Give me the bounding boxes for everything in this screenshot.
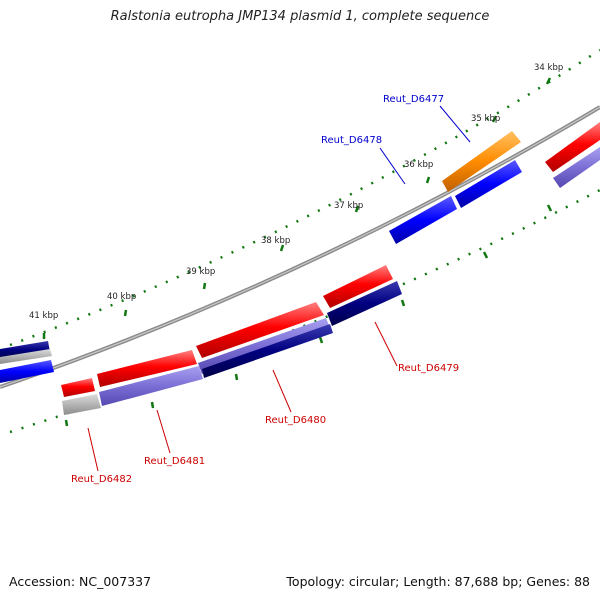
outer-scale-ring	[9, 48, 600, 347]
scale-label-39kbp: 39 kbp	[186, 267, 215, 277]
gene-arrow-reut-d6482-part1[interactable]	[61, 378, 95, 397]
gene-arrow-upstream-blue[interactable]	[389, 196, 457, 244]
scale-label-37kbp: 37 kbp	[334, 201, 363, 211]
gene-arrow-reut-d6479-part2[interactable]	[327, 281, 402, 326]
gene-arrow-reut-d6480-part1[interactable]	[196, 302, 324, 358]
gene-arrow-top-right-red[interactable]	[545, 122, 600, 172]
gene-arrow-reut-d6479-part1[interactable]	[323, 265, 393, 308]
scale-label-38kbp: 38 kbp	[261, 236, 290, 246]
gene-arrow-left-blue[interactable]	[0, 360, 54, 383]
gene-arrow-reut-d6482-part2[interactable]	[62, 394, 101, 415]
gene-arrow-reut-d6480-part3[interactable]	[202, 324, 333, 378]
gene-arrow-reut-d6477[interactable]	[442, 131, 521, 192]
gene-label-reut-d6478[interactable]: Reut_D6478	[321, 135, 382, 146]
forward-strand-features	[0, 122, 600, 383]
gene-arrow-left-gray[interactable]	[0, 349, 52, 364]
scale-label-36kbp: 36 kbp	[404, 160, 433, 170]
gene-label-reut-d6482[interactable]: Reut_D6482	[71, 474, 132, 485]
scale-label-40kbp: 40 kbp	[107, 292, 136, 302]
inner-scale-ring	[9, 188, 600, 434]
gene-label-reut-d6477[interactable]: Reut_D6477	[383, 94, 444, 105]
gene-label-reut-d6481[interactable]: Reut_D6481	[144, 456, 205, 467]
outer-ring-major-ticks	[42, 77, 552, 339]
scale-label-35kbp: 35 kbp	[471, 114, 500, 124]
accession-label: Accession: NC_007337	[9, 574, 152, 589]
gene-label-reut-d6480[interactable]: Reut_D6480	[265, 415, 326, 426]
inner-ring-ticks	[64, 204, 553, 427]
scale-label-34kbp: 34 kbp	[534, 63, 563, 73]
gene-label-reut-d6479[interactable]: Reut_D6479	[398, 363, 459, 374]
gene-arrow-reut-d6478[interactable]	[455, 160, 522, 208]
scale-label-41kbp: 41 kbp	[29, 311, 58, 321]
reverse-strand-features	[61, 265, 402, 415]
gene-arrow-reut-d6481-part1[interactable]	[97, 350, 197, 387]
gene-arrow-top-right-lavender[interactable]	[553, 147, 600, 188]
gene-arrow-reut-d6481-part2[interactable]	[99, 366, 203, 406]
gene-arrow-left-navy[interactable]	[0, 341, 50, 359]
topology-label: Topology: circular; Length: 87,688 bp; G…	[286, 574, 590, 589]
gene-leader-lines	[87, 105, 471, 472]
map-title: Ralstonia eutropha JMP134 plasmid 1, com…	[110, 9, 490, 24]
